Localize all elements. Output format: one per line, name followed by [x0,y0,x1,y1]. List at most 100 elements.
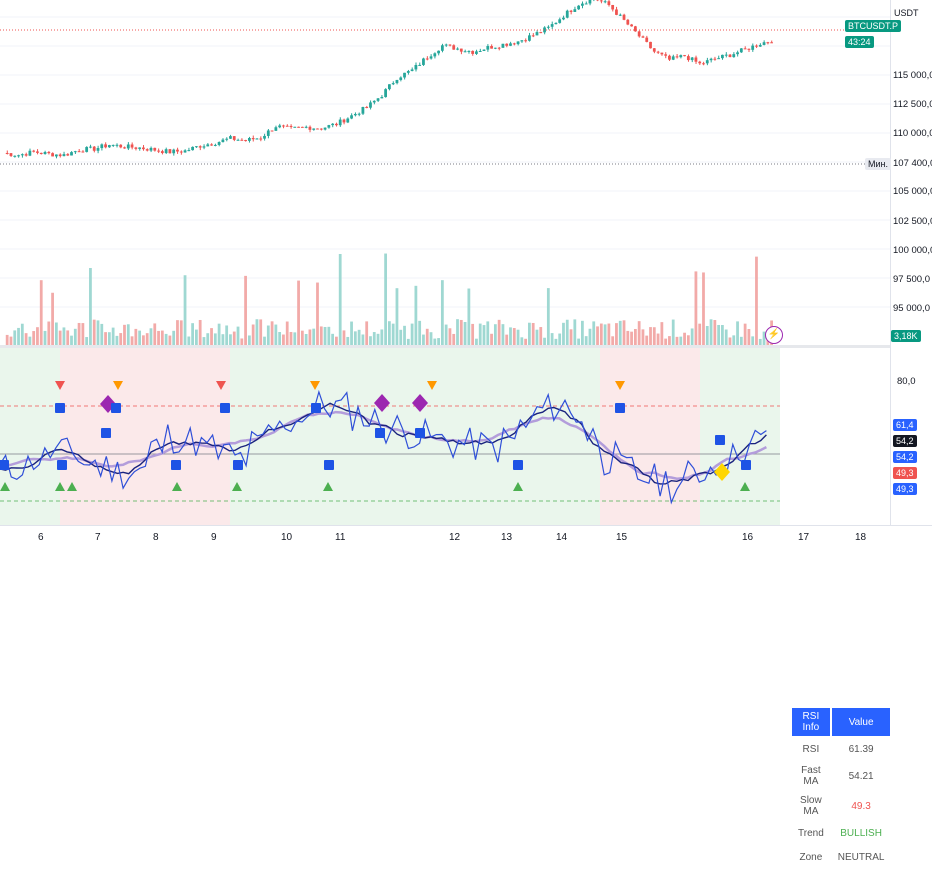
volume-bar [320,326,323,345]
candle-body [449,45,452,46]
symbol-tag-text: BTCUSDT.P [848,21,898,31]
candle-body [426,58,429,59]
volume-bar [78,323,81,345]
volume-bar [327,327,330,345]
volume-bar [369,336,372,345]
candle-body [573,9,576,12]
volume-bar [331,334,334,345]
volume-bar [626,331,629,345]
rsi-pane[interactable]: RSI Info Value RSI 61.39 Fast MA 54.21 S… [0,348,890,525]
volume-tag: 3,18K [891,330,921,342]
candle-body [657,52,660,53]
countdown-tag: 43:24 [845,36,874,48]
volume-bar [657,334,660,345]
volume-bar [660,322,663,345]
volume-bar [607,324,610,345]
volume-bar [721,325,724,345]
candle-body [600,0,603,1]
volume-bar [551,333,554,345]
candle-body [539,32,542,33]
signal-label-box [715,435,725,445]
row-label: Fast MA [792,762,830,790]
candle-body [343,120,346,123]
candle-body [324,128,327,130]
volume-bar [237,327,240,345]
volume-bar [479,324,482,345]
volume-bar [532,323,535,345]
candle-body [85,147,88,152]
candle-body [195,146,198,147]
candle-body [759,45,762,47]
volume-bar [233,332,236,345]
time-tick: 18 [855,532,866,543]
candle-body [116,145,119,146]
volume-bar [437,338,440,345]
candle-body [312,129,315,130]
volume-bar [316,283,319,345]
volume-bar [585,336,588,345]
currency-label[interactable]: USDT [894,8,919,18]
volume-bar [687,335,690,345]
candle-body [131,144,134,147]
candle-body [214,145,217,146]
candle-body [70,152,73,155]
volume-bar [256,319,259,345]
volume-bar [32,331,35,345]
candle-body [713,59,716,60]
volume-bar [486,321,489,345]
candle-body [619,15,622,16]
price-pane[interactable] [0,0,890,345]
volume-bar [131,336,134,345]
volume-bar [66,330,69,345]
rsi-tick: 80,0 [897,376,916,387]
time-tick: 10 [281,532,292,543]
row-label: Zone [792,846,830,868]
volume-bar [562,323,565,345]
candle-body [369,102,372,107]
candle-body [751,46,754,50]
candle-body [547,27,550,28]
volume-bar [59,331,62,345]
volume-bar [85,337,88,345]
candle-body [21,154,24,155]
candle-body [100,144,103,148]
row-label: RSI [792,738,830,760]
volume-bar [672,320,675,345]
rsi-chart-canvas[interactable] [0,348,890,525]
volume-bar [6,335,9,345]
volume-bar [502,324,505,345]
price-chart-canvas[interactable] [0,0,890,345]
candle-body [233,136,236,140]
candle-body [150,148,153,151]
candle-body [528,35,531,40]
slow-ma-tag: 49,3 [893,467,917,479]
candle-body [490,46,493,49]
lightning-icon[interactable]: ⚡ [765,326,783,344]
volume-bar [539,327,542,345]
candle-body [532,35,535,36]
row-value: 54.21 [832,762,891,790]
volume-bar [40,280,43,345]
candle-body [679,55,682,57]
price-axis[interactable]: USDT BTCUSDT.P 43:24 115 000,0 112 500,0… [890,0,932,525]
candle-body [744,48,747,49]
candle-body [180,152,183,153]
candle-body [104,144,107,147]
volume-bar [13,330,16,345]
candle-body [611,5,614,9]
candle-body [51,153,54,156]
volume-bar [244,276,247,345]
candle-body [17,155,20,156]
time-axis[interactable]: 6 7 8 9 10 11 12 13 14 15 16 17 18 [0,525,932,551]
signal-label-box [741,460,751,470]
fast-ma-tag: 54,2 [893,435,917,447]
volume-bar [736,321,739,345]
candle-body [687,56,690,60]
candle-body [717,58,720,59]
volume-bar [725,330,728,345]
table-header-value: Value [832,708,891,736]
candle-body [169,149,172,153]
candle-body [282,125,285,126]
candle-body [630,25,633,27]
candle-body [267,130,270,135]
